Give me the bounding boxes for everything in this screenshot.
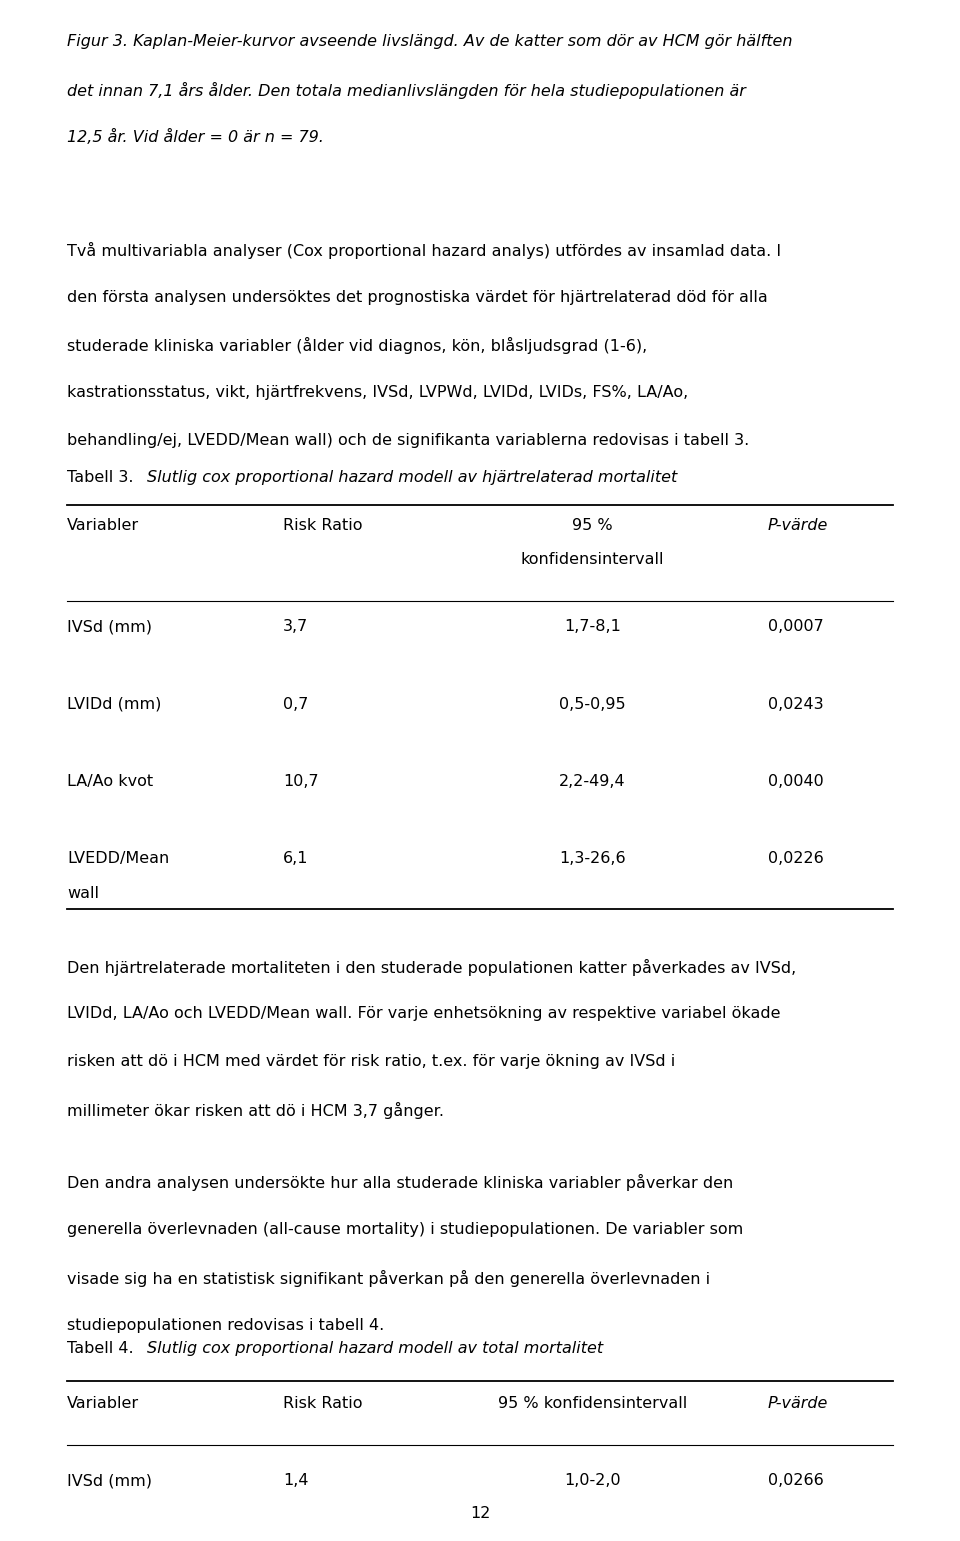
- Text: P-värde: P-värde: [768, 1396, 828, 1412]
- Text: 0,0007: 0,0007: [768, 619, 824, 635]
- Text: P-värde: P-värde: [768, 518, 828, 533]
- Text: konfidensintervall: konfidensintervall: [520, 552, 664, 567]
- Text: generella överlevnaden (all-cause mortality) i studiepopulationen. De variabler : generella överlevnaden (all-cause mortal…: [67, 1222, 743, 1237]
- Text: 95 % konfidensintervall: 95 % konfidensintervall: [497, 1396, 687, 1412]
- Text: studerade kliniska variabler (ålder vid diagnos, kön, blåsljudsgrad (1-6),: studerade kliniska variabler (ålder vid …: [67, 337, 647, 354]
- Text: LVIDd (mm): LVIDd (mm): [67, 697, 161, 712]
- Text: 2,2-49,4: 2,2-49,4: [559, 774, 626, 789]
- Text: behandling/ej, LVEDD/Mean wall) och de signifikanta variablerna redovisas i tabe: behandling/ej, LVEDD/Mean wall) och de s…: [67, 433, 750, 448]
- Text: kastrationsstatus, vikt, hjärtfrekvens, IVSd, LVPWd, LVIDd, LVIDs, FS%, LA/Ao,: kastrationsstatus, vikt, hjärtfrekvens, …: [67, 385, 688, 401]
- Text: wall: wall: [67, 886, 99, 901]
- Text: 0,0243: 0,0243: [768, 697, 824, 712]
- Text: 95 %: 95 %: [572, 518, 612, 533]
- Text: 0,7: 0,7: [283, 697, 308, 712]
- Text: Tabell 4.: Tabell 4.: [67, 1341, 139, 1356]
- Text: Risk Ratio: Risk Ratio: [283, 518, 363, 533]
- Text: 1,7-8,1: 1,7-8,1: [564, 619, 621, 635]
- Text: 3,7: 3,7: [283, 619, 308, 635]
- Text: den första analysen undersöktes det prognostiska värdet för hjärtrelaterad död f: den första analysen undersöktes det prog…: [67, 290, 768, 305]
- Text: Variabler: Variabler: [67, 1396, 139, 1412]
- Text: LVIDd, LA/Ao och LVEDD/Mean wall. För varje enhetsökning av respektive variabel : LVIDd, LA/Ao och LVEDD/Mean wall. För va…: [67, 1006, 780, 1022]
- Text: studiepopulationen redovisas i tabell 4.: studiepopulationen redovisas i tabell 4.: [67, 1318, 384, 1333]
- Text: Slutlig cox proportional hazard modell av total mortalitet: Slutlig cox proportional hazard modell a…: [147, 1341, 603, 1356]
- Text: 0,0226: 0,0226: [768, 851, 824, 866]
- Text: LVEDD/Mean: LVEDD/Mean: [67, 851, 170, 866]
- Text: 1,0-2,0: 1,0-2,0: [564, 1473, 620, 1489]
- Text: 0,0040: 0,0040: [768, 774, 824, 789]
- Text: Risk Ratio: Risk Ratio: [283, 1396, 363, 1412]
- Text: Tabell 3.: Tabell 3.: [67, 470, 139, 485]
- Text: 0,0266: 0,0266: [768, 1473, 824, 1489]
- Text: 12: 12: [469, 1506, 491, 1521]
- Text: Den andra analysen undersökte hur alla studerade kliniska variabler påverkar den: Den andra analysen undersökte hur alla s…: [67, 1174, 733, 1191]
- Text: Två multivariabla analyser (Cox proportional hazard analys) utfördes av insamlad: Två multivariabla analyser (Cox proporti…: [67, 242, 781, 259]
- Text: 10,7: 10,7: [283, 774, 319, 789]
- Text: det innan 7,1 års ålder. Den totala medianlivslängden för hela studiepopulatione: det innan 7,1 års ålder. Den totala medi…: [67, 82, 746, 99]
- Text: IVSd (mm): IVSd (mm): [67, 1473, 153, 1489]
- Text: Slutlig cox proportional hazard modell av hjärtrelaterad mortalitet: Slutlig cox proportional hazard modell a…: [147, 470, 677, 485]
- Text: LA/Ao kvot: LA/Ao kvot: [67, 774, 154, 789]
- Text: IVSd (mm): IVSd (mm): [67, 619, 153, 635]
- Text: 0,5-0,95: 0,5-0,95: [559, 697, 626, 712]
- Text: Figur 3. Kaplan-Meier-kurvor avseende livslängd. Av de katter som dör av HCM gör: Figur 3. Kaplan-Meier-kurvor avseende li…: [67, 34, 793, 49]
- Text: 1,4: 1,4: [283, 1473, 309, 1489]
- Text: risken att dö i HCM med värdet för risk ratio, t.ex. för varje ökning av IVSd i: risken att dö i HCM med värdet för risk …: [67, 1054, 676, 1069]
- Text: visade sig ha en statistisk signifikant påverkan på den generella överlevnaden i: visade sig ha en statistisk signifikant …: [67, 1270, 710, 1287]
- Text: 1,3-26,6: 1,3-26,6: [559, 851, 626, 866]
- Text: millimeter ökar risken att dö i HCM 3,7 gånger.: millimeter ökar risken att dö i HCM 3,7 …: [67, 1102, 444, 1119]
- Text: Den hjärtrelaterade mortaliteten i den studerade populationen katter påverkades : Den hjärtrelaterade mortaliteten i den s…: [67, 959, 797, 975]
- Text: 12,5 år. Vid ålder = 0 är n = 79.: 12,5 år. Vid ålder = 0 är n = 79.: [67, 129, 324, 145]
- Text: 6,1: 6,1: [283, 851, 309, 866]
- Text: Variabler: Variabler: [67, 518, 139, 533]
